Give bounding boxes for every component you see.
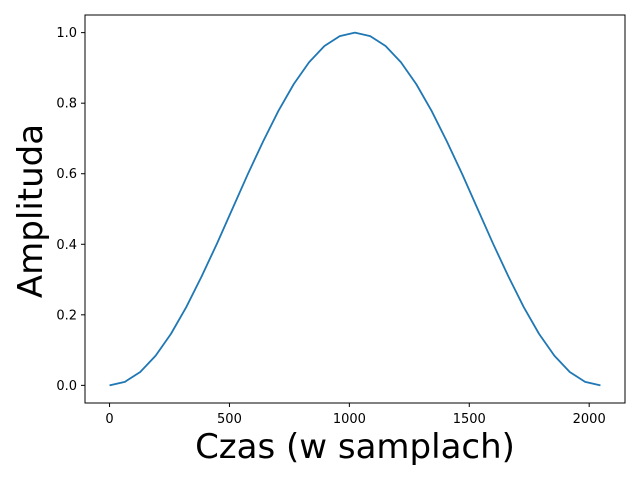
- series-line-window: [109, 31, 601, 387]
- x-tick-label: 0: [105, 412, 113, 427]
- y-tick-label: 0.8: [56, 97, 77, 112]
- y-tick-label: 0.6: [56, 167, 77, 182]
- y-tick-label: 0.4: [56, 238, 77, 253]
- y-axis-label: Amplituda: [11, 124, 51, 298]
- axis-ticks: 0 500 1000 1500 2000 0.0 0.2 0.4 0.6 0.8 1.0: [56, 26, 605, 427]
- y-tick-label: 0.2: [56, 308, 77, 323]
- x-tick-label: 1000: [333, 412, 366, 427]
- y-tick-label: 0.0: [56, 379, 77, 394]
- axes-frame: [84, 14, 626, 404]
- y-tick-label: 1.0: [56, 26, 77, 41]
- plot-area: [109, 31, 601, 387]
- x-tick-label: 1500: [453, 412, 486, 427]
- x-tick-label: 2000: [573, 412, 606, 427]
- x-tick-label: 500: [217, 412, 242, 427]
- x-axis-label: Czas (w samplach): [195, 427, 515, 467]
